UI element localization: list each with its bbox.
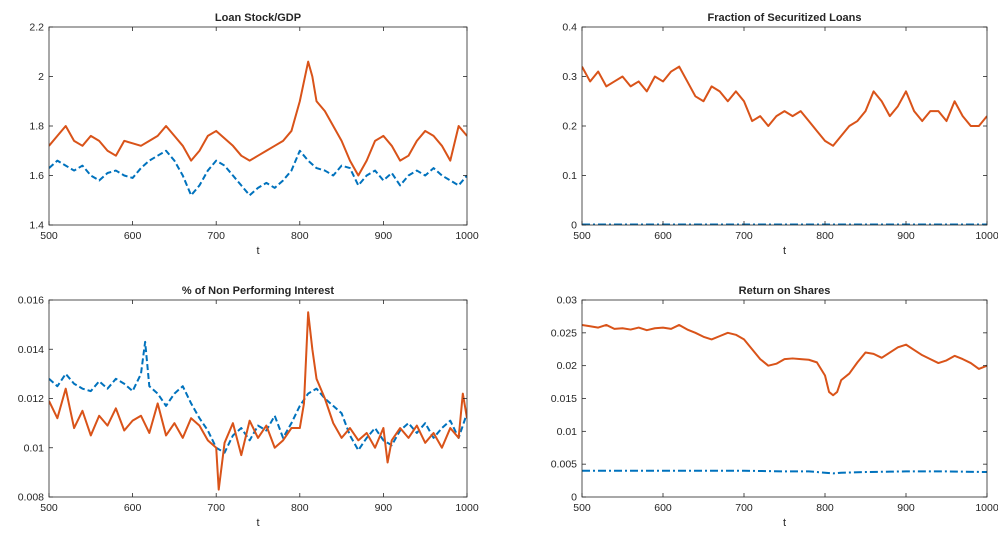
chart-panel-4: 500 600 700 800 900 1000 0 0.005 0.01 0.015 0.02 0.…: [551, 285, 998, 529]
x-tick-label: 600: [124, 230, 142, 242]
y-tick-label: 0: [571, 492, 577, 504]
y-tick-label: 0.015: [551, 393, 577, 405]
series-line-1: [49, 340, 467, 454]
chart-title: % of Non Performing Interest: [182, 285, 335, 297]
x-tick-label: 1000: [975, 502, 998, 514]
x-tick-label: 600: [654, 230, 672, 242]
x-tick-label: 500: [573, 502, 591, 514]
axes-box: [48, 299, 468, 498]
series-line-1: [582, 469, 987, 475]
x-axis-label: t: [783, 517, 786, 529]
x-tick-label: 1000: [975, 230, 998, 242]
x-tick-label: 900: [375, 502, 393, 514]
x-tick-label: 700: [735, 230, 753, 242]
y-tick-label: 0.4: [562, 22, 577, 34]
series-line-2: [582, 323, 987, 397]
series-line-2: [49, 311, 467, 491]
y-tick-label: 0.01: [24, 442, 45, 454]
x-tick-label: 700: [735, 502, 753, 514]
series-line-1: [49, 149, 467, 197]
y-tick-label: 0.1: [562, 170, 577, 182]
chart-panel-2: 500 600 700 800 900 1000 0 0.1 0.2 0.3 0.4 Fraction…: [562, 12, 998, 257]
chart-title: Loan Stock/GDP: [215, 12, 301, 24]
x-tick-label: 500: [40, 502, 58, 514]
y-tick-label: 1.6: [29, 170, 44, 182]
chart-title: Fraction of Securitized Loans: [707, 12, 861, 24]
x-tick-label: 900: [897, 230, 915, 242]
y-tick-label: 0.03: [557, 295, 578, 307]
chart-panel-3: 500 600 700 800 900 1000 0.008 0.01 0.012 0.014 0.…: [18, 285, 479, 529]
x-tick-label: 600: [654, 502, 672, 514]
x-tick-label: 800: [291, 230, 309, 242]
y-tick-label: 0.014: [18, 344, 44, 356]
y-tick-label: 2.2: [29, 22, 44, 34]
y-tick-label: 1.8: [29, 121, 44, 133]
x-tick-label: 600: [124, 502, 142, 514]
x-axis-label: t: [256, 245, 259, 257]
x-tick-label: 900: [897, 502, 915, 514]
x-axis-label: t: [783, 245, 786, 257]
y-tick-label: 0.005: [551, 459, 577, 471]
x-tick-label: 900: [375, 230, 393, 242]
y-tick-label: 0.3: [562, 71, 577, 83]
x-tick-label: 1000: [455, 230, 479, 242]
chart-panel-1: 500 600 700 800 900 1000 1.4 1.6 1.8 2 2.2 Loan Sto…: [29, 12, 478, 257]
x-tick-label: 800: [291, 502, 309, 514]
x-axis-label: t: [256, 517, 259, 529]
x-tick-label: 1000: [455, 502, 479, 514]
y-tick-label: 0.2: [562, 121, 577, 133]
axes-box: [581, 26, 988, 226]
y-tick-label: 1.4: [29, 220, 44, 232]
x-tick-label: 700: [207, 502, 225, 514]
axes-box: [48, 26, 468, 226]
x-tick-label: 800: [816, 230, 834, 242]
series-line-2: [582, 65, 987, 147]
y-tick-label: 0.025: [551, 327, 577, 339]
y-tick-label: 0.016: [18, 295, 44, 307]
x-tick-label: 700: [207, 230, 225, 242]
y-tick-label: 0.008: [18, 492, 44, 504]
x-tick-label: 500: [40, 230, 58, 242]
x-tick-label: 500: [573, 230, 591, 242]
y-tick-label: 0.01: [557, 426, 578, 438]
y-tick-label: 0.012: [18, 393, 44, 405]
y-tick-label: 2: [38, 71, 44, 83]
series-line-2: [49, 60, 467, 177]
y-tick-label: 0: [571, 220, 577, 232]
x-tick-label: 800: [816, 502, 834, 514]
y-tick-label: 0.02: [557, 360, 578, 372]
chart-title: Return on Shares: [739, 285, 831, 297]
